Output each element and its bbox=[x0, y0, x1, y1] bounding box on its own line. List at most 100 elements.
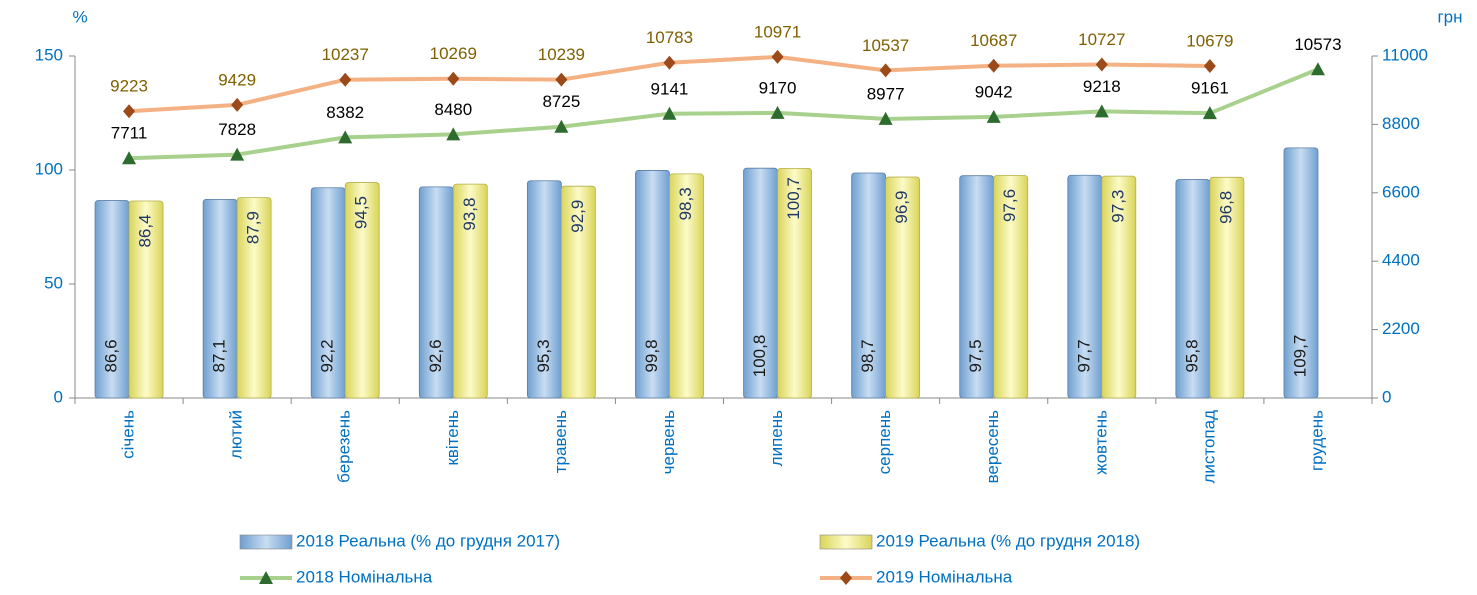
line-marker bbox=[1095, 57, 1108, 72]
line-value-label: 10239 bbox=[538, 45, 585, 64]
line-marker bbox=[1094, 104, 1109, 118]
line-value-label: 10783 bbox=[646, 28, 693, 47]
line bbox=[128, 67, 1319, 161]
legend-swatch bbox=[239, 534, 293, 550]
bar-value-label: 97,5 bbox=[966, 339, 985, 372]
x-tick-label: лютий bbox=[227, 410, 246, 459]
line-marker bbox=[663, 55, 676, 70]
x-tick-label: жовтень bbox=[1091, 410, 1110, 475]
bar-value-label: 87,1 bbox=[210, 339, 229, 372]
bar-value-label: 109,7 bbox=[1290, 335, 1309, 378]
line-value-label: 9042 bbox=[975, 82, 1013, 101]
line-marker bbox=[231, 97, 244, 112]
y2-tick-label: 11000 bbox=[1382, 45, 1428, 64]
bar-value-label: 87,9 bbox=[244, 211, 263, 244]
line-marker bbox=[986, 109, 1001, 123]
y2-tick-label: 8800 bbox=[1382, 114, 1420, 133]
y-axis-label: % bbox=[72, 7, 87, 26]
line-marker bbox=[1310, 62, 1325, 76]
legend-label: 2018 Номінальна bbox=[296, 567, 433, 586]
x-tick-label: квітень bbox=[443, 410, 462, 466]
line-value-label: 8480 bbox=[434, 100, 472, 119]
line-marker bbox=[555, 72, 568, 87]
line-value-label: 10687 bbox=[970, 31, 1017, 50]
line-value-label: 10269 bbox=[430, 44, 477, 63]
bar-value-label: 96,8 bbox=[1216, 191, 1235, 224]
line-marker bbox=[1203, 58, 1216, 73]
x-tick-label: березень bbox=[335, 410, 354, 483]
bar bbox=[1283, 147, 1319, 399]
line-value-label: 9429 bbox=[218, 70, 256, 89]
bar-value-label: 100,8 bbox=[750, 335, 769, 378]
bar-value-label: 95,3 bbox=[534, 339, 553, 372]
line-marker bbox=[987, 58, 1000, 73]
line-value-label: 10971 bbox=[754, 22, 801, 41]
line-marker bbox=[446, 127, 461, 141]
line-value-label: 8977 bbox=[867, 84, 905, 103]
line-marker bbox=[1202, 106, 1217, 120]
line-marker bbox=[771, 49, 784, 64]
legend-swatch bbox=[819, 534, 873, 550]
bar bbox=[236, 197, 272, 399]
line-marker bbox=[122, 151, 137, 165]
bar-value-label: 92,2 bbox=[318, 339, 337, 372]
bar-value-label: 97,3 bbox=[1108, 190, 1127, 223]
y-tick-label: 100 bbox=[35, 159, 63, 178]
bar bbox=[1101, 175, 1137, 399]
x-tick-label: грудень bbox=[1307, 410, 1326, 471]
bar bbox=[777, 168, 812, 399]
bar-value-label: 86,6 bbox=[102, 339, 121, 372]
x-tick-label: липень bbox=[767, 410, 786, 466]
bar-value-label: 100,7 bbox=[784, 177, 803, 220]
line-value-label: 7711 bbox=[111, 124, 148, 143]
legend-marker bbox=[259, 571, 273, 584]
y-tick-label: 150 bbox=[35, 45, 63, 64]
bar-value-label: 93,8 bbox=[460, 198, 479, 231]
line-value-label: 10537 bbox=[862, 36, 909, 55]
bar bbox=[669, 173, 704, 399]
y2-tick-label: 2200 bbox=[1382, 319, 1420, 338]
bar-value-label: 86,4 bbox=[136, 214, 155, 247]
bar bbox=[128, 200, 164, 399]
y2-tick-label: 4400 bbox=[1382, 251, 1420, 270]
bar-value-label: 98,3 bbox=[676, 187, 695, 220]
line-value-label: 10237 bbox=[322, 45, 369, 64]
line-value-label: 8725 bbox=[542, 92, 580, 111]
bar-value-label: 98,7 bbox=[858, 339, 877, 372]
bar-value-label: 96,9 bbox=[892, 191, 911, 224]
x-tick-label: листопад bbox=[1199, 410, 1218, 484]
bar bbox=[452, 183, 488, 399]
x-tick-label: червень bbox=[659, 410, 678, 474]
x-tick-label: вересень bbox=[983, 410, 1002, 484]
line-marker bbox=[447, 71, 460, 86]
bar-value-label: 99,8 bbox=[642, 339, 661, 372]
line-marker bbox=[770, 105, 785, 119]
line-value-label: 10573 bbox=[1294, 35, 1341, 54]
y-tick-label: 50 bbox=[44, 273, 63, 292]
bar-value-label: 95,8 bbox=[1182, 339, 1201, 372]
bar-value-label: 97,6 bbox=[1000, 189, 1019, 222]
line-marker bbox=[230, 147, 245, 161]
line-marker bbox=[554, 119, 569, 133]
line-value-label: 10679 bbox=[1186, 31, 1233, 50]
line-marker bbox=[878, 111, 893, 125]
bar bbox=[344, 182, 380, 399]
line-marker bbox=[662, 106, 677, 120]
bar-value-label: 94,5 bbox=[352, 196, 371, 229]
bar-value-label: 92,9 bbox=[568, 200, 587, 233]
line-value-label: 9141 bbox=[651, 79, 689, 98]
y2-tick-label: 6600 bbox=[1382, 182, 1420, 201]
legend-label: 2018 Реальна (% до грудня 2017) bbox=[296, 531, 560, 550]
bar bbox=[560, 185, 596, 399]
line-marker bbox=[879, 63, 892, 78]
bar-value-label: 92,6 bbox=[426, 339, 445, 372]
y-tick-label: 0 bbox=[54, 387, 63, 406]
line-value-label: 9161 bbox=[1191, 79, 1229, 98]
bar bbox=[885, 176, 921, 399]
legend-label: 2019 Реальна (% до грудня 2018) bbox=[876, 531, 1140, 550]
bar bbox=[993, 175, 1029, 399]
line-value-label: 10727 bbox=[1078, 30, 1125, 49]
line-marker bbox=[339, 72, 352, 87]
line-value-label: 9218 bbox=[1083, 77, 1121, 96]
